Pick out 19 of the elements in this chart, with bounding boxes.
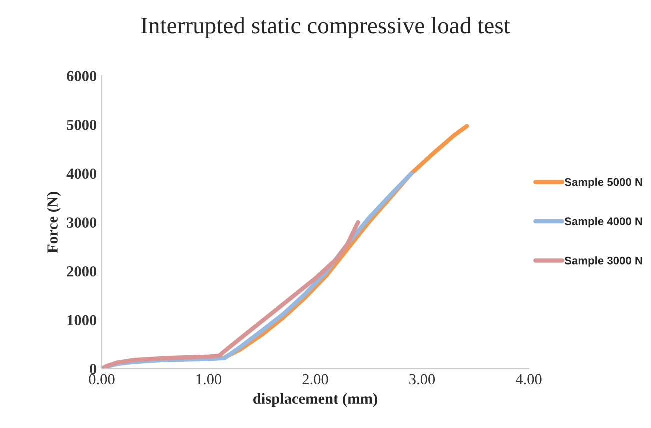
y-tick-label: 5000 bbox=[67, 120, 97, 130]
x-tick-label: 3.00 bbox=[410, 374, 436, 385]
x-tick-label: 4.00 bbox=[516, 374, 542, 385]
y-axis-title: Force (N) bbox=[47, 192, 62, 254]
y-tick-label: 3000 bbox=[67, 218, 97, 228]
x-tick-label: 1.00 bbox=[196, 374, 222, 385]
x-tick-label: 0.00 bbox=[89, 374, 115, 385]
chart-title: Interrupted static compressive load test bbox=[141, 17, 510, 39]
y-tick-label: 6000 bbox=[67, 71, 97, 82]
x-tick-label: 2.00 bbox=[302, 374, 328, 385]
legend-label: Sample 4000 N bbox=[564, 217, 642, 228]
y-tick-label: 2000 bbox=[67, 266, 97, 277]
x-axis-title: displacement (mm) bbox=[254, 393, 378, 408]
legend-label: Sample 3000 N bbox=[564, 256, 642, 267]
legend-label: Sample 5000 N bbox=[564, 178, 642, 188]
y-tick-label: 4000 bbox=[66, 168, 97, 180]
y-tick-label: 1000 bbox=[68, 315, 97, 326]
y-tick-label: 0 bbox=[90, 364, 97, 374]
line-series bbox=[102, 220, 360, 369]
